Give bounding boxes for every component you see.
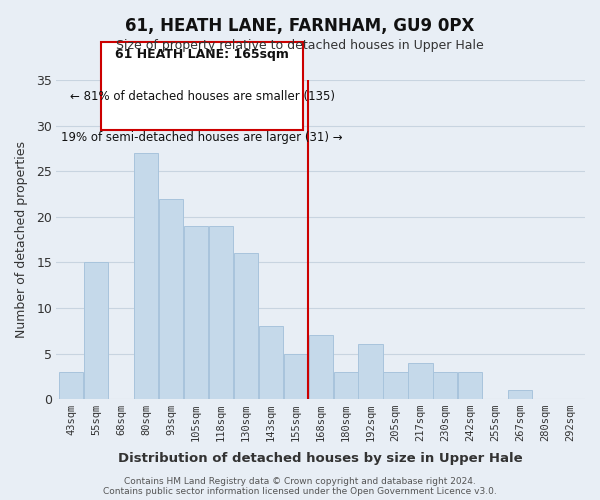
Bar [259,326,283,399]
Text: Contains public sector information licensed under the Open Government Licence v3: Contains public sector information licen… [103,487,497,496]
Bar [59,372,83,399]
Bar [358,344,383,399]
Text: 61 HEATH LANE: 165sqm: 61 HEATH LANE: 165sqm [115,48,289,61]
Text: Contains HM Land Registry data © Crown copyright and database right 2024.: Contains HM Land Registry data © Crown c… [124,477,476,486]
Bar [508,390,532,399]
Bar [184,226,208,399]
Text: ← 81% of detached houses are smaller (135): ← 81% of detached houses are smaller (13… [70,90,335,102]
Bar [409,362,433,399]
FancyBboxPatch shape [101,42,303,130]
Bar [433,372,457,399]
Bar [209,226,233,399]
Bar [458,372,482,399]
Y-axis label: Number of detached properties: Number of detached properties [15,141,28,338]
Bar [308,336,333,399]
Bar [334,372,358,399]
Bar [284,354,308,399]
Bar [234,254,258,399]
Bar [383,372,407,399]
Bar [84,262,109,399]
Text: 19% of semi-detached houses are larger (31) →: 19% of semi-detached houses are larger (… [61,131,343,144]
Bar [134,153,158,399]
Text: Size of property relative to detached houses in Upper Hale: Size of property relative to detached ho… [116,39,484,52]
Text: 61, HEATH LANE, FARNHAM, GU9 0PX: 61, HEATH LANE, FARNHAM, GU9 0PX [125,18,475,36]
X-axis label: Distribution of detached houses by size in Upper Hale: Distribution of detached houses by size … [118,452,523,465]
Bar [159,198,183,399]
